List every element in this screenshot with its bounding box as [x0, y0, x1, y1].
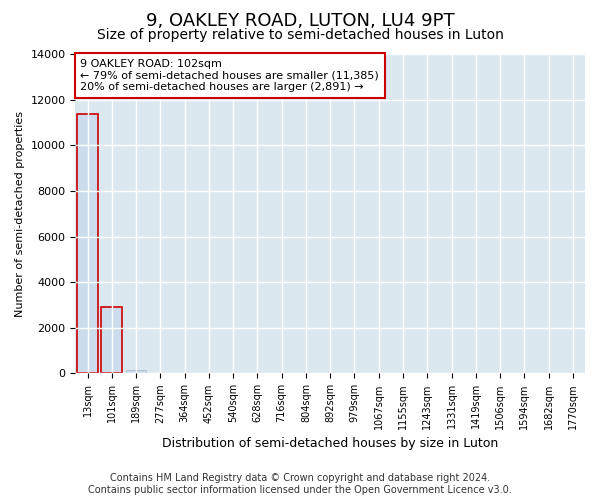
Bar [77, 114, 98, 374]
X-axis label: Distribution of semi-detached houses by size in Luton: Distribution of semi-detached houses by … [162, 437, 499, 450]
Bar [126, 370, 146, 374]
Bar [101, 308, 122, 374]
Text: Contains HM Land Registry data © Crown copyright and database right 2024.
Contai: Contains HM Land Registry data © Crown c… [88, 474, 512, 495]
Y-axis label: Number of semi-detached properties: Number of semi-detached properties [15, 110, 25, 316]
Text: 9, OAKLEY ROAD, LUTON, LU4 9PT: 9, OAKLEY ROAD, LUTON, LU4 9PT [146, 12, 454, 30]
Text: Size of property relative to semi-detached houses in Luton: Size of property relative to semi-detach… [97, 28, 503, 42]
Text: 9 OAKLEY ROAD: 102sqm
← 79% of semi-detached houses are smaller (11,385)
20% of : 9 OAKLEY ROAD: 102sqm ← 79% of semi-deta… [80, 59, 379, 92]
